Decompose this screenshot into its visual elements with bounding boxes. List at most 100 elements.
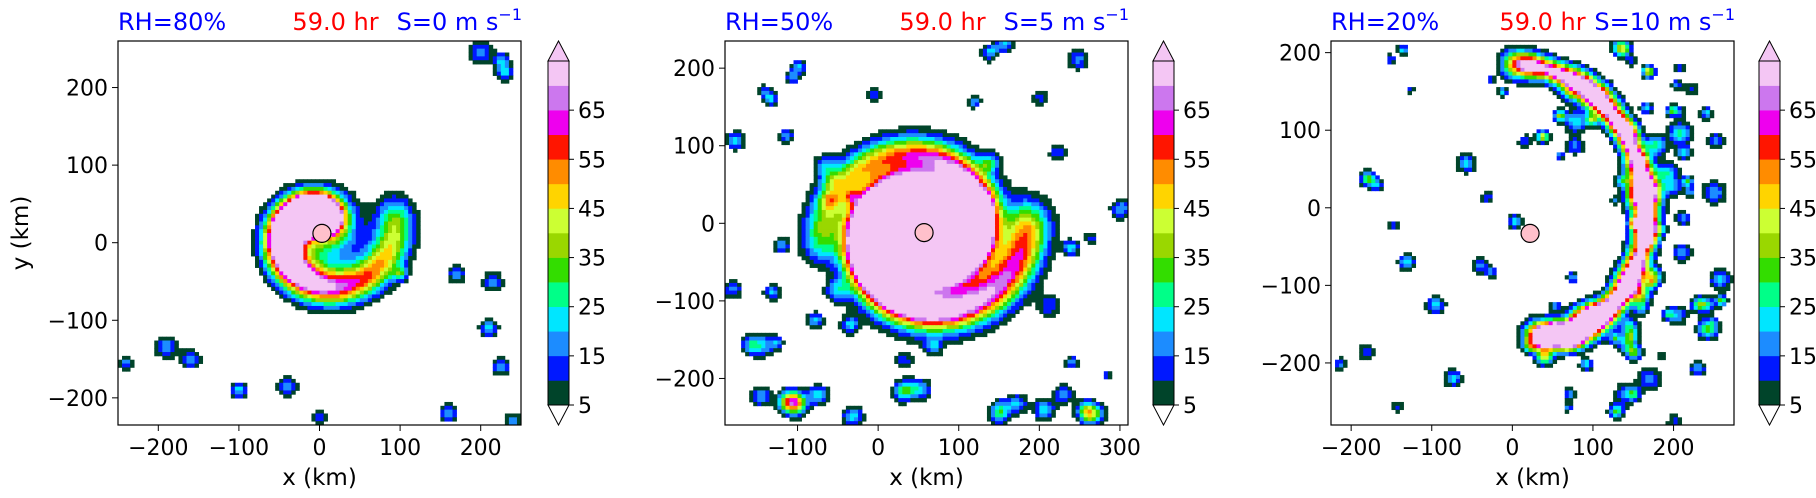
storm-center-marker <box>312 223 332 243</box>
colorbar-extend-min <box>547 404 570 427</box>
colorbar-extend-max <box>1758 39 1781 62</box>
colorbar: 5 15 25 35 45 55 65 <box>1152 39 1211 427</box>
storm-center-marker <box>914 223 934 243</box>
colorbar-tick-label: 55 <box>578 148 606 173</box>
x-tick-label: −200 <box>128 436 188 461</box>
colorbar-segment <box>548 257 569 283</box>
y-tick-label: 200 <box>673 57 715 82</box>
x-tick-label: 200 <box>460 436 502 461</box>
colorbar-tick-label: 45 <box>578 197 606 222</box>
colorbar-segment <box>1153 134 1174 160</box>
colorbar-segment <box>1153 183 1174 209</box>
colorbar-segment <box>1759 331 1780 357</box>
colorbar-tick-label: 65 <box>578 99 606 124</box>
colorbar-segment <box>1153 159 1174 185</box>
y-tick-label: 100 <box>66 154 108 179</box>
colorbar-segment <box>1153 331 1174 357</box>
y-tick-label: −200 <box>48 387 108 412</box>
colorbar-tick-label: 35 <box>1183 247 1211 272</box>
colorbar-segment <box>548 61 569 86</box>
panel-3: −200 −100 0 100 200 −200 −100 0 100 200 x (km) RH=2… <box>1261 5 1816 491</box>
colorbar-segment <box>1759 85 1780 111</box>
colorbar-segment <box>1759 134 1780 160</box>
colorbar-segment <box>548 282 569 308</box>
colorbar-segment <box>548 306 569 332</box>
colorbar-segment <box>1153 380 1174 406</box>
colorbar-segment <box>1759 355 1780 381</box>
x-tick-label: 0 <box>871 436 885 461</box>
title-rh: RH=50% <box>725 8 833 36</box>
colorbar-tick-label: 15 <box>1183 345 1211 370</box>
x-tick-label: 0 <box>313 436 327 461</box>
y-tick-label: 200 <box>1279 42 1321 67</box>
colorbar-segment <box>1759 110 1780 136</box>
title-rh: RH=80% <box>118 8 226 36</box>
colorbar-segment <box>1759 61 1780 86</box>
colorbar-segment <box>1759 233 1780 258</box>
colorbar-tick-label: 45 <box>1183 197 1211 222</box>
x-tick-label: 300 <box>1099 436 1141 461</box>
axes-frame <box>724 40 1129 426</box>
colorbar-segment <box>548 355 569 381</box>
colorbar-tick-label: 25 <box>1183 296 1211 321</box>
y-axis-label: y (km) <box>8 196 34 271</box>
colorbar-segment <box>548 208 569 234</box>
title-shear: S=0 m s−1 <box>397 5 522 36</box>
colorbar-tick-label: 35 <box>1789 247 1816 272</box>
colorbar-extend-max <box>1152 39 1175 62</box>
colorbar-segment <box>1153 85 1174 111</box>
colorbar-tick-label: 15 <box>578 345 606 370</box>
colorbar-tick-label: 25 <box>1789 296 1816 321</box>
colorbar-tick-label: 5 <box>1183 394 1197 419</box>
x-tick-label: 100 <box>379 436 421 461</box>
colorbar-tick-label: 55 <box>1183 148 1211 173</box>
title-shear: S=5 m s−1 <box>1004 5 1129 36</box>
y-tick-label: −100 <box>1261 274 1321 299</box>
panel-2: −100 0 100 200 300 −200 −100 0 100 200 x (km) RH=50… <box>655 5 1211 491</box>
panel-1: −200 −100 0 100 200 −200 −100 0 100 200 x (km) y (k… <box>8 5 606 491</box>
colorbar-segment <box>548 331 569 357</box>
axes-frame <box>1330 40 1735 426</box>
colorbar-segment <box>1759 306 1780 332</box>
colorbar-segment <box>548 380 569 406</box>
title-time: 59.0 hr <box>899 8 985 36</box>
colorbar-segment <box>1759 183 1780 209</box>
colorbar: 5 15 25 35 45 55 65 <box>1758 39 1816 427</box>
x-tick-label: 200 <box>1018 436 1060 461</box>
colorbar-segment <box>548 233 569 258</box>
colorbar-segment <box>1759 282 1780 308</box>
y-tick-label: 200 <box>66 77 108 102</box>
title-shear: S=10 m s−1 <box>1594 5 1735 36</box>
colorbar-segment <box>1153 355 1174 381</box>
colorbar-tick-label: 65 <box>1183 99 1211 124</box>
colorbar-tick-label: 15 <box>1789 345 1816 370</box>
title-time: 59.0 hr <box>1499 8 1585 36</box>
x-tick-label: 100 <box>1572 436 1614 461</box>
colorbar-segment <box>548 159 569 185</box>
x-axis-label: x (km) <box>282 465 357 491</box>
y-tick-label: 0 <box>1307 197 1321 222</box>
colorbar-segment <box>548 134 569 160</box>
x-tick-label: 200 <box>1653 436 1695 461</box>
x-tick-label: −200 <box>1321 436 1381 461</box>
colorbar-segment <box>1153 257 1174 283</box>
x-tick-label: −100 <box>209 436 269 461</box>
colorbar-segment <box>1759 208 1780 234</box>
x-axis-label: x (km) <box>889 465 964 491</box>
x-axis-label: x (km) <box>1495 465 1570 491</box>
y-tick-label: −100 <box>48 309 108 334</box>
colorbar-tick-label: 5 <box>1789 394 1803 419</box>
colorbar-segment <box>1153 306 1174 332</box>
colorbar-tick-label: 5 <box>578 394 592 419</box>
title-time: 59.0 hr <box>292 8 378 36</box>
x-tick-label: 100 <box>938 436 980 461</box>
colorbar-extend-min <box>1758 404 1781 427</box>
y-tick-label: 0 <box>94 232 108 257</box>
y-tick-label: 100 <box>1279 119 1321 144</box>
title-rh: RH=20% <box>1331 8 1439 36</box>
colorbar-segment <box>548 110 569 136</box>
colorbar-extend-min <box>1152 404 1175 427</box>
storm-center-marker <box>1520 223 1540 243</box>
colorbar-segment <box>548 183 569 209</box>
